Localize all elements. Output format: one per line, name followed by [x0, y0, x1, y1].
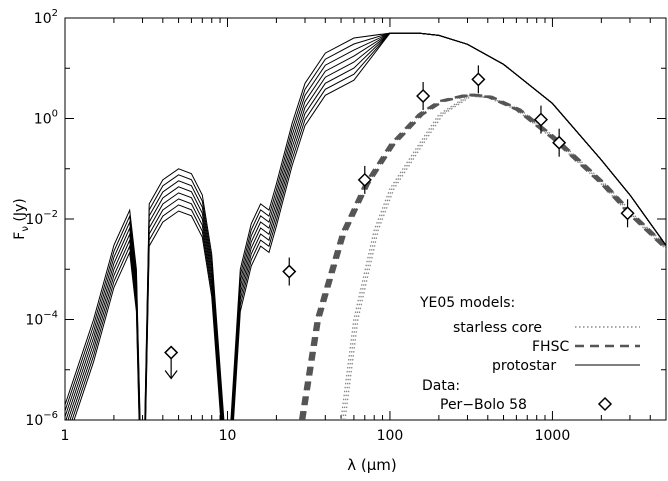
data-marker [620, 206, 635, 221]
starless-core-curve [342, 95, 666, 420]
y-tick-exponent: 0 [52, 109, 58, 120]
protostar-curve [65, 32, 666, 420]
y-tick-base: 10 [25, 413, 43, 429]
model-curves [65, 32, 666, 420]
data-marker [357, 172, 372, 187]
data-point [282, 257, 297, 286]
data-marker [552, 135, 567, 150]
y-axis-label: Fν (Jy) [12, 198, 31, 239]
data-marker [533, 112, 549, 127]
data-point [620, 199, 635, 228]
y-tick-label: 10−2 [25, 209, 58, 228]
data-points [164, 65, 635, 380]
data-point [416, 82, 431, 111]
data-marker [471, 72, 486, 87]
y-axis-label-unit: (Jy) [12, 198, 28, 226]
axis-ticks [64, 17, 667, 421]
data-marker [164, 345, 179, 360]
legend: YE05 models: starless core FHSC protosta… [419, 295, 640, 413]
x-tick-label: 100 [377, 428, 404, 444]
upper-limit-arrowhead [164, 370, 178, 380]
protostar-curve [65, 32, 666, 420]
data-point [471, 65, 486, 94]
protostar-curve [73, 32, 666, 420]
data-marker [282, 264, 297, 279]
legend-models-title: YE05 models: [419, 295, 515, 311]
y-tick-label: 100 [34, 109, 58, 128]
y-axis-label-sub: ν [20, 226, 31, 232]
y-tick-label: 102 [34, 8, 58, 27]
y-tick-exponent: −2 [43, 209, 58, 220]
x-tick-labels: 1 10 100 1000 [61, 428, 571, 444]
legend-fhsc-label: FHSC [532, 339, 569, 355]
y-axis-label-main: F [12, 232, 28, 240]
x-tick-label: 1 [61, 428, 70, 444]
y-tick-base: 10 [25, 212, 43, 228]
y-tick-exponent: −4 [43, 310, 58, 321]
protostar-curve [69, 32, 666, 420]
legend-starless-label: starless core [453, 320, 542, 336]
legend-data-label: Per−Bolo 58 [440, 397, 527, 413]
data-point [357, 165, 372, 194]
y-tick-base: 10 [34, 112, 52, 128]
protostar-curve [71, 32, 666, 420]
data-point [164, 345, 179, 380]
y-tick-base: 10 [25, 313, 43, 329]
x-axis-label: λ (μm) [347, 456, 397, 474]
protostar-curve [67, 32, 666, 420]
legend-data-marker [597, 396, 613, 412]
y-tick-base: 10 [34, 11, 52, 27]
fhsc-curve [302, 93, 666, 420]
data-point [533, 105, 549, 134]
y-tick-exponent: −6 [43, 410, 58, 421]
fhsc-curve [298, 93, 666, 420]
x-tick-label: 10 [219, 428, 237, 444]
legend-data-title: Data: [422, 378, 460, 394]
fhsc-curve [300, 93, 666, 420]
y-tick-exponent: 2 [52, 8, 58, 19]
y-tick-label: 10−6 [25, 410, 58, 429]
data-point [552, 128, 567, 157]
legend-protostar-label: protostar [492, 358, 556, 374]
data-marker [416, 88, 431, 104]
plot-frame [64, 17, 667, 421]
x-tick-label: 1000 [535, 428, 571, 444]
y-tick-label: 10−4 [25, 310, 58, 329]
